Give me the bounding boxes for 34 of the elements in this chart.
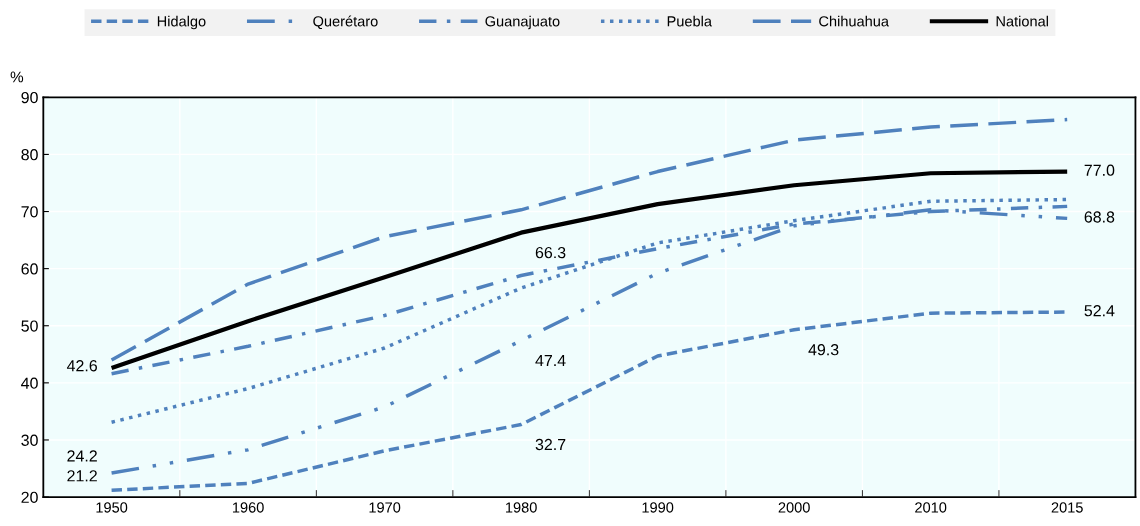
data-label: 47.4 <box>535 355 566 367</box>
legend-label: Hidalgo <box>157 15 206 30</box>
y-tick-label: 80 <box>21 149 38 161</box>
x-tick-label: 2010 <box>915 502 947 513</box>
data-label: 77.0 <box>1084 164 1115 176</box>
x-tick-label: 1990 <box>642 502 674 513</box>
data-label: 66.3 <box>535 246 566 259</box>
data-label: 42.6 <box>66 360 97 372</box>
data-label: 49.3 <box>808 344 839 356</box>
data-label: 24.2 <box>67 450 97 462</box>
y-tick-label: 20 <box>21 491 38 504</box>
legend-label: Guanajuato <box>485 15 560 30</box>
legend-label: Querétaro <box>313 15 378 30</box>
data-label: 68.8 <box>1084 211 1115 223</box>
data-label: 21.2 <box>67 470 97 482</box>
x-tick-label: 2015 <box>1051 502 1083 513</box>
y-axis-title: % <box>10 71 24 83</box>
x-tick-label: 1960 <box>232 502 264 513</box>
x-tick-label: 2000 <box>778 502 810 513</box>
x-tick-label: 1970 <box>369 502 401 513</box>
y-tick-label: 40 <box>21 377 38 389</box>
x-tick-label: 1950 <box>96 502 128 513</box>
data-label: 52.4 <box>1084 305 1115 317</box>
y-tick-label: 30 <box>21 434 38 446</box>
data-label: 32.7 <box>535 438 566 451</box>
legend-label: National <box>996 15 1048 27</box>
y-tick-label: 70 <box>21 206 38 218</box>
y-tick-label: 60 <box>21 263 38 275</box>
line-series <box>109 169 1070 371</box>
y-tick-label: 50 <box>21 320 38 332</box>
y-tick-label: 90 <box>21 91 38 104</box>
legend-label: Chihuahua <box>819 15 889 27</box>
x-tick-label: 1980 <box>506 502 537 513</box>
legend-label: Puebla <box>667 15 712 27</box>
